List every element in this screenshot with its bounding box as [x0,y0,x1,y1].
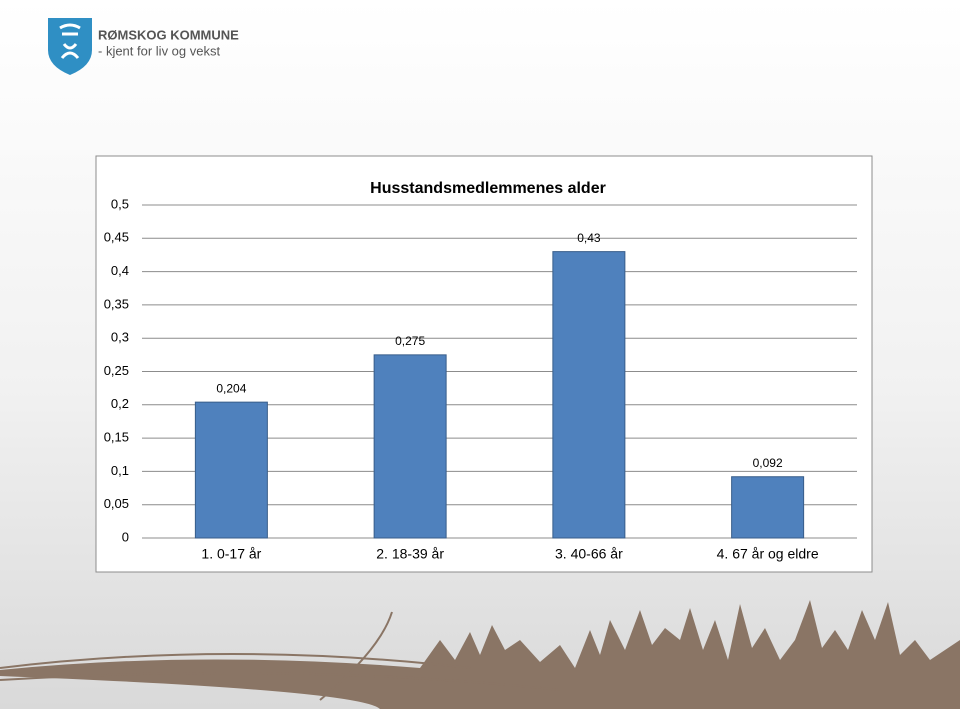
value-label: 0,43 [577,231,601,245]
logo-emblem [59,23,81,59]
landscape [0,600,960,709]
x-tick-label: 3. 40-66 år [555,546,623,562]
y-tick-label: 0,1 [111,463,129,478]
y-tick-label: 0,5 [111,196,129,211]
value-label: 0,275 [395,334,425,348]
y-tick-label: 0 [122,529,129,544]
y-tick-label: 0,2 [111,396,129,411]
y-tick-label: 0,4 [111,263,129,278]
bar [373,354,447,539]
y-tick-label: 0,15 [104,430,129,445]
y-tick-label: 0,05 [104,496,129,511]
bar [194,401,268,539]
x-tick-label: 2. 18-39 år [376,546,444,562]
logo-title: RØMSKOG KOMMUNE [98,27,239,42]
x-tick-label: 4. 67 år og eldre [717,546,819,562]
logo-subtitle: - kjent for liv og vekst [98,43,220,58]
y-tick-label: 0,35 [104,296,129,311]
chart-title: Husstandsmedlemmenes alder [370,180,606,197]
y-tick-label: 0,3 [111,330,129,345]
y-tick-label: 0,25 [104,363,129,378]
x-tick-label: 1. 0-17 år [201,546,261,562]
landscape-swoosh [0,611,561,701]
value-label: 0,204 [216,381,246,395]
y-tick-label: 0,45 [104,230,129,245]
value-label: 0,092 [753,456,783,470]
bar [731,476,805,539]
plot: 0 0,05 0,1 0,15 0,2 0,25 0,3 0,35 0,4 0,45 0,5 1. 0… [104,196,857,562]
bar [552,251,626,539]
